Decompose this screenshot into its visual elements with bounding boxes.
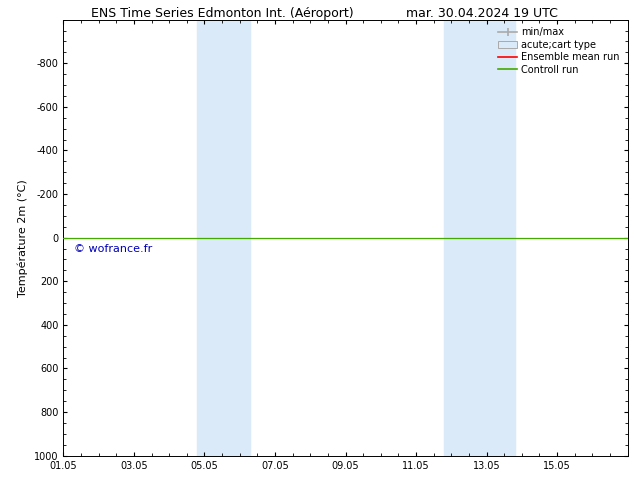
Bar bbox=[444, 20, 515, 456]
Text: mar. 30.04.2024 19 UTC: mar. 30.04.2024 19 UTC bbox=[406, 7, 558, 21]
Y-axis label: Température 2m (°C): Température 2m (°C) bbox=[18, 179, 29, 296]
Text: ENS Time Series Edmonton Int. (Aéroport): ENS Time Series Edmonton Int. (Aéroport) bbox=[91, 7, 353, 21]
Legend: min/max, acute;cart type, Ensemble mean run, Controll run: min/max, acute;cart type, Ensemble mean … bbox=[495, 24, 623, 77]
Text: © wofrance.fr: © wofrance.fr bbox=[74, 244, 152, 254]
Bar bbox=[197, 20, 250, 456]
